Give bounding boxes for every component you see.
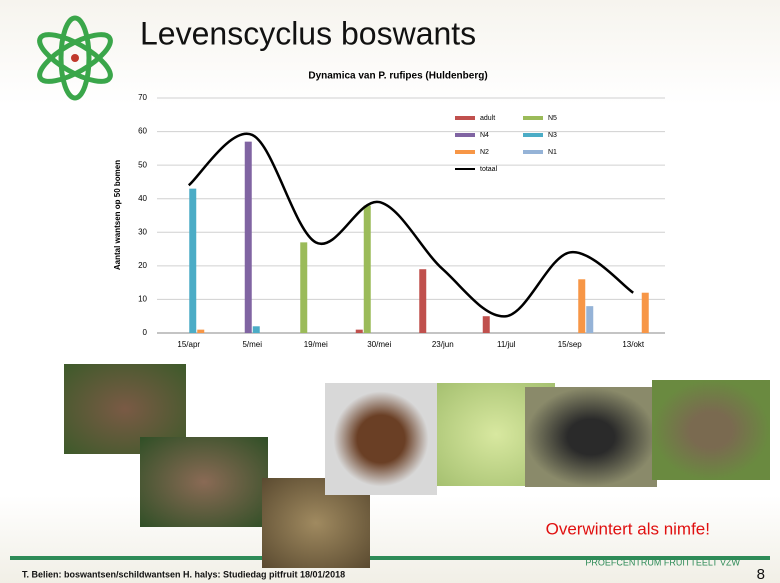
bar <box>252 326 260 333</box>
x-tick-label: 15/sep <box>558 340 583 349</box>
y-tick-label: 0 <box>143 328 148 337</box>
bar <box>482 316 490 333</box>
legend-label: adult <box>480 115 495 122</box>
page-number: 8 <box>757 566 765 583</box>
legend-label: N2 <box>480 149 489 156</box>
bar <box>363 205 371 333</box>
x-tick-label: 13/okt <box>622 340 645 349</box>
bar <box>355 329 363 333</box>
x-tick-label: 19/mei <box>304 340 328 349</box>
legend-label: N3 <box>548 132 557 139</box>
y-tick-label: 50 <box>138 160 147 169</box>
bar <box>641 292 649 333</box>
photo <box>325 383 437 495</box>
legend-swatch <box>455 133 475 137</box>
y-tick-label: 60 <box>138 127 147 136</box>
bar <box>578 279 586 333</box>
legend-label: N1 <box>548 149 557 156</box>
chart-title: Dynamica van P. rufipes (Huldenberg) <box>308 71 487 82</box>
y-tick-label: 10 <box>138 295 147 304</box>
footer-bar <box>10 556 770 560</box>
x-tick-label: 5/mei <box>242 340 262 349</box>
legend-label: N5 <box>548 115 557 122</box>
photo <box>525 387 657 487</box>
y-axis-label: Aantal wantsen op 50 bomen <box>113 160 122 270</box>
bar <box>586 306 594 333</box>
note: Overwintert als nimfe! <box>546 519 710 538</box>
photo <box>652 380 770 480</box>
y-tick-label: 70 <box>138 93 147 102</box>
footer: T. Belien: boswantsen/schildwantsen H. h… <box>22 569 345 579</box>
bar <box>300 242 308 333</box>
logo <box>37 15 113 101</box>
bar <box>197 329 205 333</box>
x-tick-label: 30/mei <box>367 340 391 349</box>
x-tick-label: 23/jun <box>432 340 454 349</box>
y-tick-label: 40 <box>138 194 147 203</box>
y-tick-label: 20 <box>138 261 147 270</box>
bar <box>244 141 252 333</box>
legend-label: totaal <box>480 166 498 173</box>
y-tick-label: 30 <box>138 227 147 236</box>
legend-swatch <box>455 116 475 120</box>
photo <box>140 437 268 527</box>
legend-swatch <box>523 150 543 154</box>
legend-swatch <box>523 116 543 120</box>
bar <box>419 269 427 333</box>
legend-swatch <box>523 133 543 137</box>
line <box>187 132 634 318</box>
bar <box>189 188 197 333</box>
x-tick-label: 15/apr <box>177 340 200 349</box>
legend-swatch <box>455 150 475 154</box>
x-tick-label: 11/jul <box>497 340 516 349</box>
legend-label: N4 <box>480 132 489 139</box>
organisation: PROEFCENTRUM FRUITTEELT VZW <box>585 557 740 567</box>
slide-title: Levenscyclus boswants <box>140 15 476 51</box>
